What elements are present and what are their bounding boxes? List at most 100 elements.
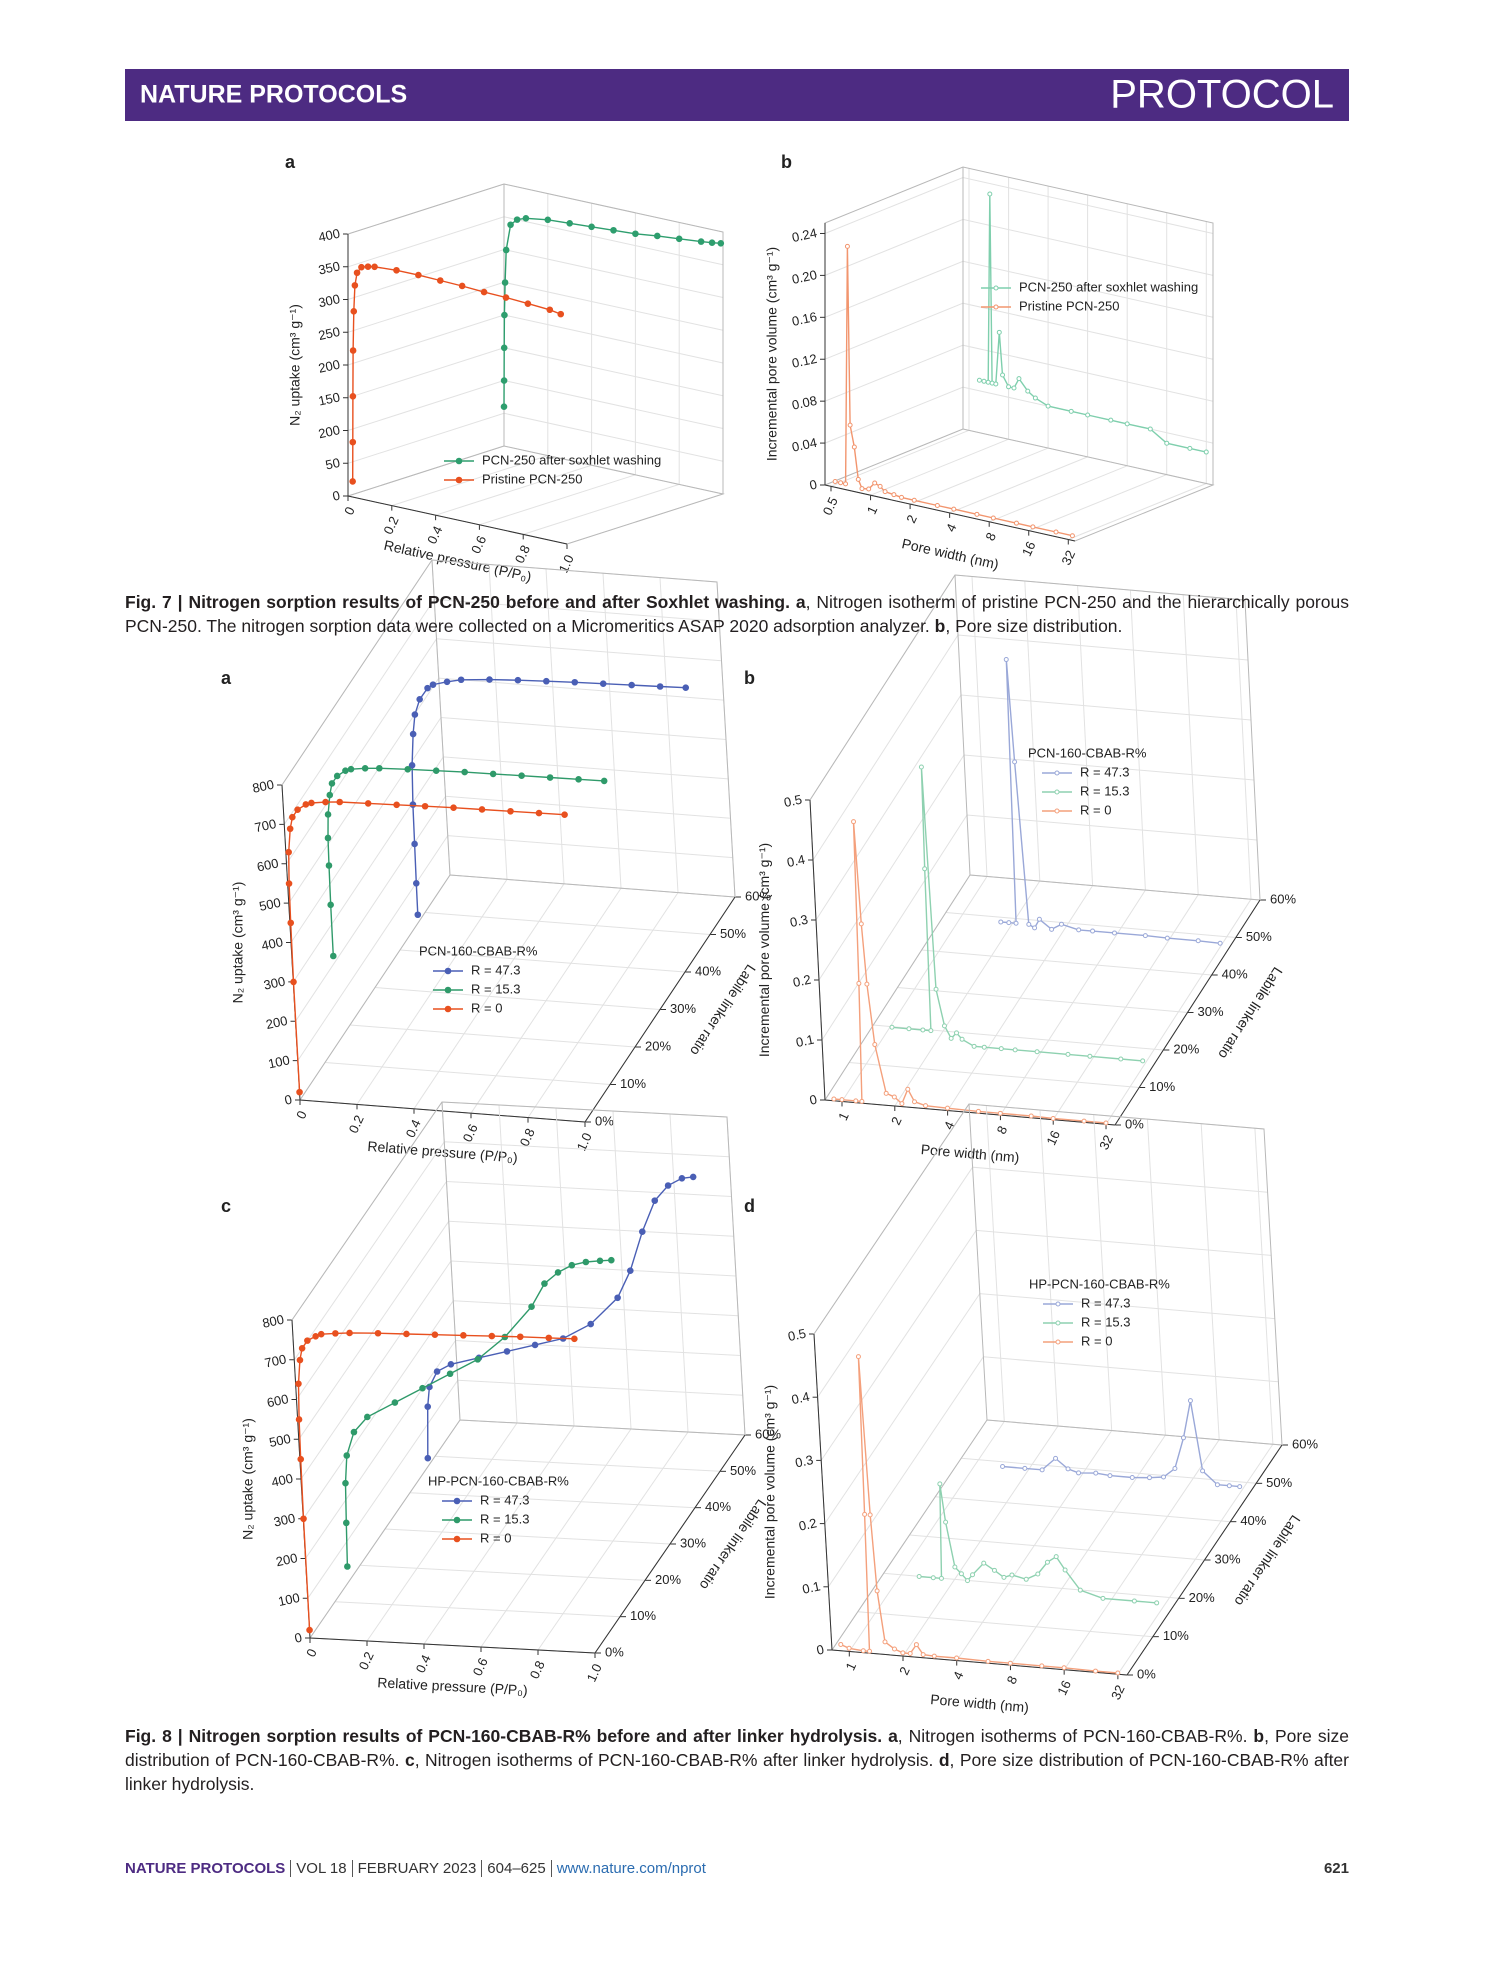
data-point [938, 1575, 944, 1581]
data-point [531, 1341, 539, 1349]
y-tick-label: 0.08 [790, 393, 818, 413]
data-point [697, 238, 705, 245]
data-point [855, 476, 861, 482]
x-tick-label: 8 [994, 1124, 1011, 1137]
axis-box [968, 1103, 988, 1421]
grid-line [523, 222, 680, 535]
series-line [891, 766, 1143, 1062]
z-tick-label: 40% [1240, 1513, 1266, 1528]
y-tick-label: 150 [317, 389, 341, 408]
y-tick-label: 0 [808, 477, 818, 493]
z-tick-label: 20% [655, 1572, 681, 1587]
data-point [443, 678, 451, 686]
data-point [404, 765, 412, 773]
grid-line [849, 1062, 1140, 1088]
grid-line [947, 585, 1094, 1111]
data-point [353, 269, 361, 277]
data-point [350, 1428, 358, 1436]
legend-marker [444, 1005, 452, 1013]
data-point [287, 919, 295, 927]
footer-url[interactable]: www.nature.com/nprot [556, 1860, 706, 1877]
data-point [859, 486, 865, 492]
z-tick-label: 50% [720, 926, 746, 941]
data-point [846, 1645, 852, 1651]
data-point [364, 263, 372, 270]
legend-marker [1055, 1301, 1061, 1307]
data-point [343, 1519, 350, 1527]
data-point [571, 1335, 578, 1343]
caption-text: , Nitrogen isotherms of PCN-160-CBAB-R% … [414, 1750, 934, 1770]
x-tick-label: 0.8 [517, 1126, 538, 1149]
z-tick-label: 0% [595, 1113, 614, 1128]
panel-label: a [285, 152, 296, 172]
data-point [928, 1028, 934, 1034]
data-point [855, 1354, 861, 1360]
legend-label: Pristine PCN-250 [1019, 298, 1119, 313]
y-tick-label: 0.4 [786, 852, 807, 870]
grid-line [300, 1260, 737, 1480]
data-point [391, 1399, 399, 1406]
z-tick-label: 0% [605, 1644, 624, 1659]
data-point [296, 1088, 303, 1096]
data-point [522, 214, 530, 222]
data-point [1140, 1058, 1146, 1064]
data-point [376, 764, 383, 772]
legend-marker [453, 1516, 461, 1524]
data-point [900, 1650, 906, 1656]
y-tick-label: 0.1 [795, 1032, 816, 1050]
data-point [541, 1280, 548, 1287]
data-point [544, 216, 552, 224]
data-point [349, 392, 357, 400]
grid-line [347, 347, 724, 399]
y-tick-label: 400 [260, 934, 284, 953]
grid-line [324, 1062, 611, 1085]
data-point [1026, 921, 1032, 927]
data-point [891, 1094, 897, 1100]
data-point [971, 1043, 977, 1049]
data-point [575, 776, 582, 783]
z-tick-label: 0% [1125, 1116, 1144, 1131]
data-point [941, 1023, 947, 1029]
y-tick-label: 200 [317, 422, 341, 441]
data-point [1012, 1047, 1018, 1053]
x-axis [824, 484, 1076, 542]
data-point [327, 901, 334, 909]
data-point [347, 765, 355, 773]
legend-marker [453, 1535, 461, 1543]
data-point [457, 676, 465, 684]
grid-line [347, 216, 724, 268]
data-point [689, 1173, 697, 1181]
x-tick-label: 16 [1043, 1128, 1063, 1147]
z-tick-label: 20% [645, 1038, 671, 1053]
data-point [350, 308, 358, 315]
data-point [1001, 1574, 1007, 1580]
data-point [930, 1575, 936, 1581]
data-point [867, 1512, 873, 1518]
grid-line [902, 1109, 1059, 1657]
data-point [987, 191, 993, 197]
data-point [1214, 1482, 1220, 1488]
legend-title: HP-PCN-160-CBAB-R% [428, 1473, 569, 1488]
data-point [990, 515, 996, 521]
grid-line [945, 912, 1236, 938]
data-point [1025, 388, 1031, 394]
data-point [351, 282, 359, 289]
data-point [1195, 938, 1201, 944]
data-point [1044, 1559, 1050, 1565]
data-point [654, 232, 661, 240]
grid-line [366, 1104, 518, 1642]
y-tick-label: 800 [251, 777, 275, 796]
data-point [1003, 657, 1009, 663]
data-point [911, 1099, 917, 1105]
data-point [678, 1174, 686, 1182]
axis-box [441, 1101, 461, 1421]
data-point [610, 226, 617, 234]
legend-label: R = 47.3 [480, 1492, 530, 1507]
data-point [981, 1044, 987, 1050]
y-axis [809, 799, 826, 1101]
data-point [1076, 927, 1082, 933]
data-point [1226, 1483, 1232, 1489]
data-point [899, 494, 905, 500]
y-tick-label: 400 [317, 226, 341, 245]
